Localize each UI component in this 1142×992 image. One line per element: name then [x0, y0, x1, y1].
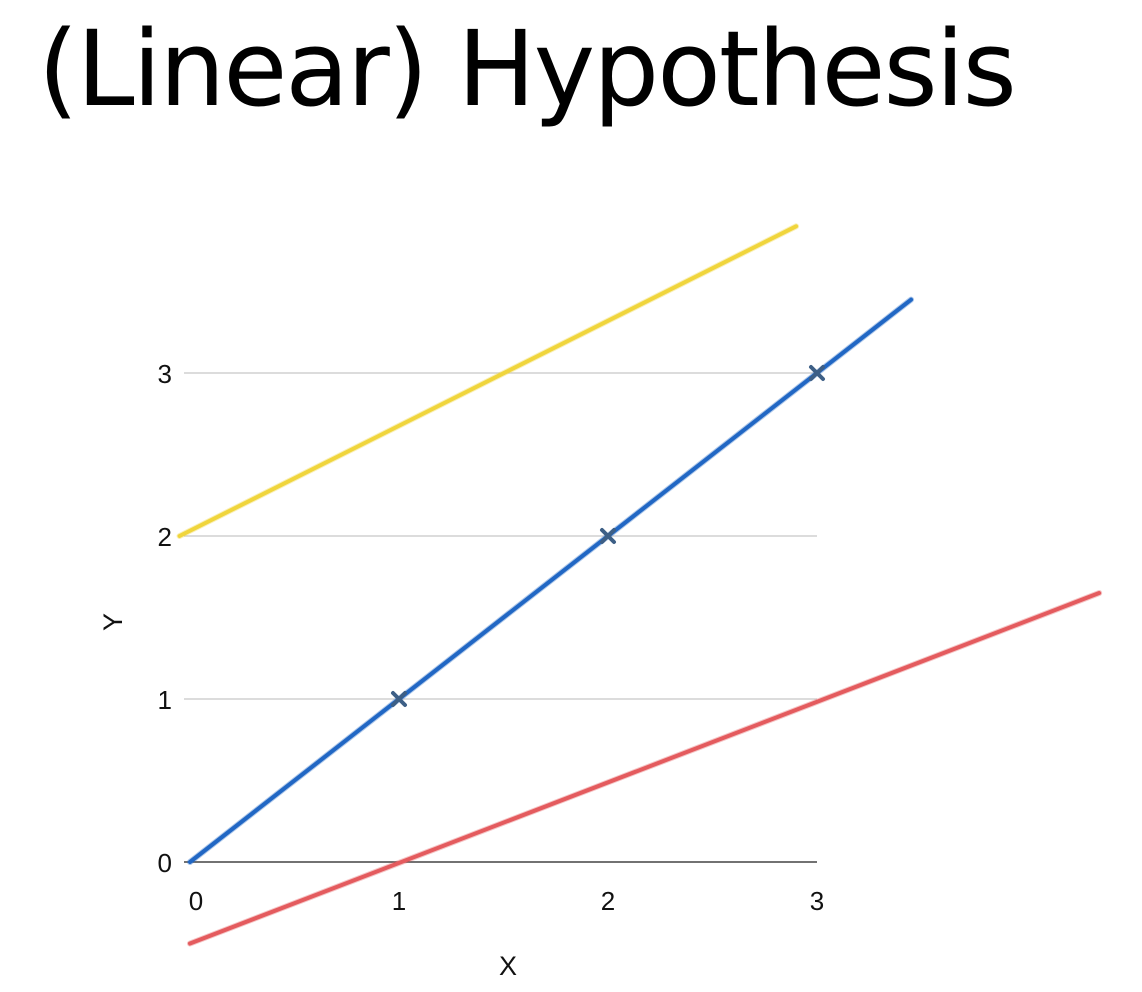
hypothesis-line — [177, 224, 799, 538]
data-point-marker — [600, 528, 616, 544]
x-tick-label: 1 — [392, 886, 406, 916]
y-tick-label: 1 — [158, 685, 172, 715]
data-points — [391, 365, 825, 707]
y-tick-labels: 0 1 2 3 — [158, 359, 172, 878]
x-tick-label: 0 — [189, 886, 203, 916]
y-axis-label: Y — [98, 613, 128, 631]
y-tick-label: 2 — [158, 522, 172, 552]
data-point-marker — [809, 365, 825, 381]
x-axis-label: X — [499, 951, 517, 981]
x-tick-label: 3 — [810, 886, 824, 916]
slide-title: (Linear) Hypothesis — [38, 8, 1017, 130]
y-tick-label: 3 — [158, 359, 172, 389]
x-tick-labels: 0 1 2 3 — [189, 886, 824, 916]
x-tick-label: 2 — [601, 886, 615, 916]
y-tick-label: 0 — [158, 848, 172, 878]
hypothesis-line — [188, 297, 914, 864]
hypothesis-lines — [176, 223, 1103, 947]
data-point-marker — [391, 691, 407, 707]
hypothesis-line — [188, 591, 1102, 946]
